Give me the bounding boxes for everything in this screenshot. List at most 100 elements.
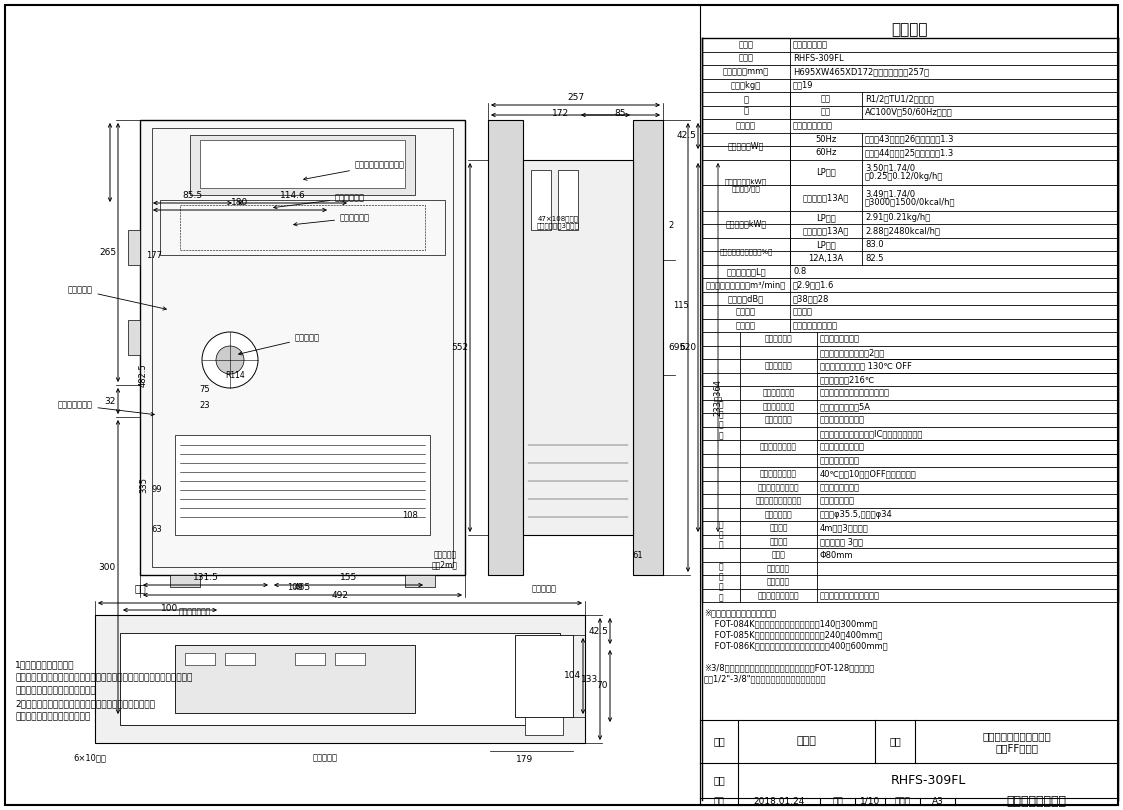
Bar [523,160,633,535]
Text: RHFS-309FL: RHFS-309FL [891,774,966,787]
Bar [95,615,585,743]
Text: LPガス: LPガス [816,240,836,249]
Text: 40℃以上10分でOFF（復帰なし）: 40℃以上10分でOFF（復帰なし） [820,470,916,479]
Text: 61: 61 [632,551,643,560]
Text: 0.8: 0.8 [793,267,806,276]
Bar [152,128,453,567]
Text: （0.25〜0.12/0kg/h）: （0.25〜0.12/0kg/h） [865,172,943,181]
Text: 85: 85 [614,109,627,118]
Text: ※給排気筒トップは別売です。: ※給排気筒トップは別売です。 [704,608,776,617]
Text: 型式: 型式 [713,775,724,786]
Text: 立消安全装置: 立消安全装置 [765,335,793,343]
Text: 入タイマー: 入タイマー [767,564,791,573]
Text: ＊子機寸法: ＊子機寸法 [531,584,557,593]
Text: 仕　　様: 仕 様 [891,22,928,37]
Text: 尺度: 尺度 [832,797,843,806]
Text: 63: 63 [152,526,162,535]
Text: 排気筒外れ検知装置: 排気筒外れ検知装置 [758,483,800,492]
Text: 室温調節: 室温調節 [736,321,756,330]
Text: 都市ガス（13A）: 都市ガス（13A） [803,227,849,236]
Text: 給気管φ35.5,排気管φ34: 給気管φ35.5,排気管φ34 [820,510,893,519]
Bar [175,645,416,713]
Text: 接
続: 接 続 [743,96,749,115]
Text: 給排気部閉塞検知装置: 給排気部閉塞検知装置 [756,497,802,505]
Text: 82.5: 82.5 [865,254,884,262]
Bar [558,170,578,230]
Text: 257: 257 [567,93,584,102]
Bar [140,120,465,575]
Text: 強2.9〜弱1.6: 強2.9〜弱1.6 [793,280,834,289]
Text: 1/10: 1/10 [860,797,880,806]
Text: （3000〜1500/0kcal/h）: （3000〜1500/0kcal/h） [865,198,956,207]
Text: 作成: 作成 [713,797,724,806]
Text: 名称: 名称 [713,736,724,747]
Text: 圧力センサー式: 圧力センサー式 [820,497,855,505]
Text: 本体側排気出口: 本体側排気出口 [57,400,154,416]
Text: 電子サーモスタット: 電子サーモスタット [793,321,838,330]
Bar [200,140,405,188]
Text: ガスＦＦ暖房機: ガスＦＦ暖房機 [793,40,828,49]
Bar [159,200,445,255]
Bar [225,653,255,665]
Text: 運転音（dB）: 運転音（dB） [728,294,764,303]
Text: 265: 265 [99,248,116,257]
Text: 電気: 電気 [821,108,831,117]
Text: 本体側給気口: 本体側給気口 [294,214,369,226]
Text: ガラス管ヒューズ5A: ガラス管ヒューズ5A [820,402,871,411]
Text: 32: 32 [104,397,116,406]
Text: 下吹出し: 下吹出し [793,308,813,317]
Text: 背面より作業してください。: 背面より作業してください。 [15,712,90,721]
Text: 75: 75 [200,386,210,394]
Text: 115: 115 [673,301,688,309]
Text: 104: 104 [564,671,581,680]
Text: 83.0: 83.0 [865,240,884,249]
Text: 99: 99 [152,485,162,494]
Bar [335,653,365,665]
Text: 155: 155 [340,573,357,582]
Text: A3: A3 [932,797,943,806]
Bar [295,653,325,665]
Text: 50Hz: 50Hz [815,134,837,143]
Bar [120,633,560,725]
Text: FOT-086K　超ロングウォールトップ（壁厚400〜600mm）: FOT-086K 超ロングウォールトップ（壁厚400〜600mm） [704,642,887,650]
Text: 温度ヒューズ216℃: 温度ヒューズ216℃ [820,375,875,384]
Text: 名　称: 名 称 [739,40,754,49]
Text: バイメタルスイッチ 130℃ OFF: バイメタルスイッチ 130℃ OFF [820,361,912,370]
Text: 爆発点火防止装置: 爆発点火防止装置 [760,442,797,451]
Bar [524,717,563,735]
Text: 強38〜弱28: 強38〜弱28 [793,294,830,303]
Text: 異常室温上昇防止: 異常室温上昇防止 [760,470,797,479]
Bar [175,435,430,535]
Text: 179: 179 [517,755,533,764]
Text: 133: 133 [581,675,599,684]
Text: 質量（kg）: 質量（kg） [731,81,761,90]
Text: エネルギー消費効率（%）: エネルギー消費効率（%） [720,248,773,254]
Text: ガス: ガス [821,94,831,103]
Circle shape [216,346,244,374]
Text: 最大延長: 最大延長 [769,523,787,532]
Text: 通熱防止装置: 通熱防止装置 [765,361,793,370]
Text: 70: 70 [596,681,608,690]
Bar [190,135,416,195]
Text: 47×108半抜穴
（上、右、左3ヶ所）: 47×108半抜穴 （上、右、左3ヶ所） [537,215,579,229]
Text: 2.91（0.21kg/h）: 2.91（0.21kg/h） [865,213,930,222]
Text: Φ80mm: Φ80mm [820,551,853,560]
Text: 465: 465 [294,583,311,592]
Text: 点火方式: 点火方式 [736,122,756,130]
Text: 180: 180 [231,198,248,207]
Text: ガスFF暖房機: ガスFF暖房機 [995,744,1038,753]
Text: 42.5: 42.5 [588,626,608,636]
Text: 燃焼用モーターのホールICによる回転数検知: 燃焼用モーターのホールICによる回転数検知 [820,429,923,438]
Text: 電子ユニット内（マイコン式）: 電子ユニット内（マイコン式） [820,389,891,398]
Text: 108: 108 [402,510,418,519]
Text: 標準穴位置: 標準穴位置 [67,285,166,310]
Text: 6×10長穴: 6×10長穴 [74,753,107,762]
Text: 100: 100 [162,604,179,613]
Text: 2018.01.24: 2018.01.24 [754,797,805,806]
Text: 切タイマー: 切タイマー [767,578,791,586]
Text: 連続放電点火方式: 連続放電点火方式 [793,122,833,130]
Text: 131.5: 131.5 [192,573,219,582]
Text: R1/2（TU1/2接続可）: R1/2（TU1/2接続可） [865,94,933,103]
Text: 型　式: 型 式 [739,53,754,62]
Text: 予機: 予機 [134,583,146,593]
